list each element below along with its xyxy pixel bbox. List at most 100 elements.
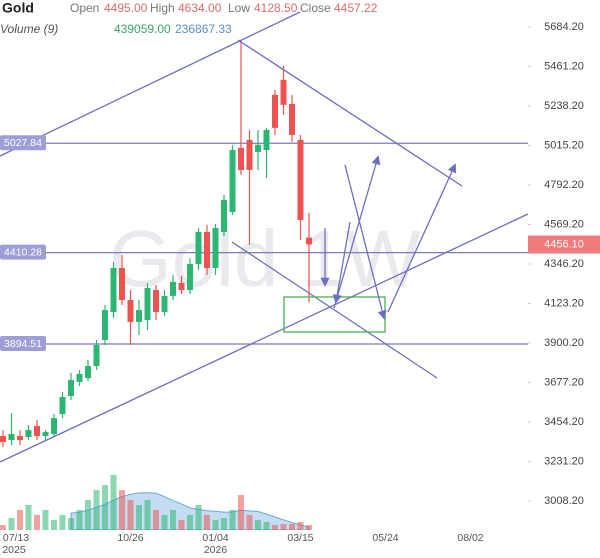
x-tick-label: 07/13 — [3, 532, 29, 544]
volume-bar — [51, 520, 57, 530]
volume-label: Volume (9) — [0, 22, 58, 36]
arrow — [333, 155, 381, 309]
low-label: Low — [228, 1, 250, 15]
volume-bar — [144, 500, 151, 530]
candle-body — [187, 264, 193, 291]
arrow — [387, 163, 457, 313]
candle-body — [34, 426, 40, 436]
volume-bar — [221, 518, 227, 530]
y-tick-label: 3677.20 — [544, 376, 584, 388]
candle-body — [238, 147, 244, 170]
volume-bar — [238, 495, 244, 530]
level-tag — [0, 335, 46, 351]
y-tick-label: 4123.20 — [544, 297, 584, 309]
candle-body — [246, 139, 253, 170]
candle-body — [212, 227, 219, 268]
x-tick-label: 08/02 — [457, 532, 483, 544]
volume-bar — [212, 520, 219, 530]
low-value: 4128.50 — [254, 1, 298, 15]
y-tick-label: 5684.20 — [544, 21, 584, 33]
candle-body — [119, 267, 125, 300]
volume-bar — [42, 509, 49, 530]
x-year-label: 2026 — [204, 544, 228, 556]
volume-bar — [306, 525, 312, 530]
volume-bar — [119, 490, 125, 530]
y-tick-label: 4792.20 — [544, 179, 584, 191]
volume-bar — [170, 509, 176, 530]
volume-bar — [25, 504, 32, 530]
arrow — [344, 164, 387, 320]
candle-body — [280, 79, 287, 105]
trend-line — [231, 241, 438, 379]
candle-body — [102, 310, 108, 340]
volume-bar — [263, 521, 270, 530]
volume-bar — [246, 514, 253, 530]
volume-bar — [8, 518, 15, 530]
open-label: Open — [70, 1, 99, 15]
open-value: 4495.00 — [104, 1, 148, 15]
candle-body — [161, 295, 168, 313]
high-value: 4634.00 — [178, 1, 222, 15]
candle-body — [221, 199, 227, 232]
candle-body — [195, 231, 202, 265]
volume-bar — [280, 524, 287, 530]
trend-line — [237, 39, 463, 187]
trend-line — [0, 213, 528, 463]
y-tick-label: 4569.20 — [544, 218, 584, 230]
volume-bar — [136, 504, 142, 530]
candle-body — [25, 430, 32, 438]
volume-bar — [76, 509, 83, 530]
x-tick-label: 05/24 — [372, 532, 398, 544]
level-tag — [0, 135, 46, 151]
candle-body — [263, 129, 270, 150]
volume-ma-value: 236867.33 — [175, 22, 232, 36]
volume-bar — [297, 521, 304, 530]
symbol: Gold — [2, 0, 34, 16]
level-label: 3894.51 — [4, 338, 42, 350]
x-tick-label: 01/04 — [202, 532, 228, 544]
volume-bar — [34, 514, 40, 530]
volume-bar — [178, 520, 185, 530]
candle-body — [51, 418, 57, 435]
level-label: 4410.28 — [4, 246, 42, 258]
high-label: High — [150, 1, 175, 15]
y-tick-label: 3454.20 — [544, 416, 584, 428]
candle-body — [93, 344, 100, 367]
y-tick-label: 5015.20 — [544, 139, 584, 151]
last-price-tag — [528, 235, 600, 254]
candle-body — [153, 290, 159, 313]
candle-body — [85, 366, 91, 379]
y-tick-label: 5461.20 — [544, 60, 584, 72]
volume-bar — [153, 509, 159, 530]
arrow — [332, 221, 351, 304]
volume-bar — [17, 509, 23, 530]
close-label: Close — [300, 1, 331, 15]
volume-bar — [289, 524, 295, 530]
candle-body — [0, 435, 6, 442]
close-value: 4457.22 — [334, 1, 378, 15]
volume-bar — [272, 525, 278, 530]
candle-body — [8, 434, 15, 441]
candle-body — [178, 282, 185, 291]
volume-bar — [110, 474, 117, 530]
header: Gold Open 4495.00 High 4634.00 Low 4128.… — [0, 0, 378, 36]
volume-bar — [161, 514, 168, 530]
volume-bar — [229, 509, 236, 530]
candle-body — [68, 380, 74, 396]
volume-bar — [68, 518, 74, 530]
candle-body — [297, 139, 304, 220]
volume-bar — [59, 514, 66, 530]
candle-body — [306, 237, 312, 245]
candle-body — [59, 397, 66, 415]
candle-body — [110, 267, 117, 313]
candle-body — [272, 94, 278, 128]
volume-bar — [85, 500, 91, 530]
x-year-label: 2025 — [2, 544, 26, 556]
volume-bar — [102, 485, 108, 530]
volume-value: 439059.00 — [114, 22, 171, 36]
candle-body — [144, 287, 151, 320]
volume-bar — [127, 500, 134, 530]
last-price-label: 4456.10 — [544, 238, 584, 250]
trend-line — [0, 11, 301, 157]
